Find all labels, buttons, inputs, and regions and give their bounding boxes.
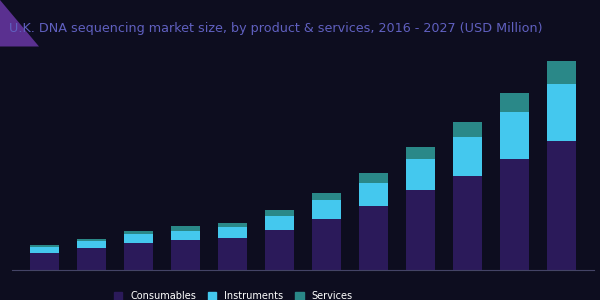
Bar [124, 234, 153, 243]
Bar [218, 227, 247, 238]
Bar [265, 215, 294, 230]
Bar [500, 159, 529, 270]
Bar [31, 253, 59, 270]
Bar [453, 137, 482, 176]
Bar [171, 240, 200, 270]
Bar [406, 146, 435, 159]
Bar [453, 176, 482, 270]
Bar [406, 190, 435, 270]
Bar [124, 231, 153, 234]
Bar [171, 231, 200, 240]
Bar [453, 122, 482, 137]
Legend: Consumables, Instruments, Services: Consumables, Instruments, Services [110, 287, 356, 300]
Bar [312, 200, 341, 219]
Bar [31, 245, 59, 248]
Bar [500, 112, 529, 159]
Bar [547, 61, 575, 84]
Bar [359, 206, 388, 270]
Bar [31, 248, 59, 253]
Bar [265, 210, 294, 215]
Bar [312, 219, 341, 270]
Bar [124, 243, 153, 270]
Bar [171, 226, 200, 231]
Bar [547, 84, 575, 141]
Bar [77, 242, 106, 248]
Bar [312, 193, 341, 200]
Bar [77, 239, 106, 242]
Bar [218, 223, 247, 227]
Bar [265, 230, 294, 270]
Bar [77, 248, 106, 270]
Text: U.K. DNA sequencing market size, by product & services, 2016 - 2027 (USD Million: U.K. DNA sequencing market size, by prod… [9, 22, 542, 35]
Bar [406, 159, 435, 190]
Bar [359, 183, 388, 206]
Bar [359, 173, 388, 183]
Bar [500, 93, 529, 112]
Bar [218, 238, 247, 270]
Bar [547, 141, 575, 270]
Polygon shape [0, 0, 39, 46]
